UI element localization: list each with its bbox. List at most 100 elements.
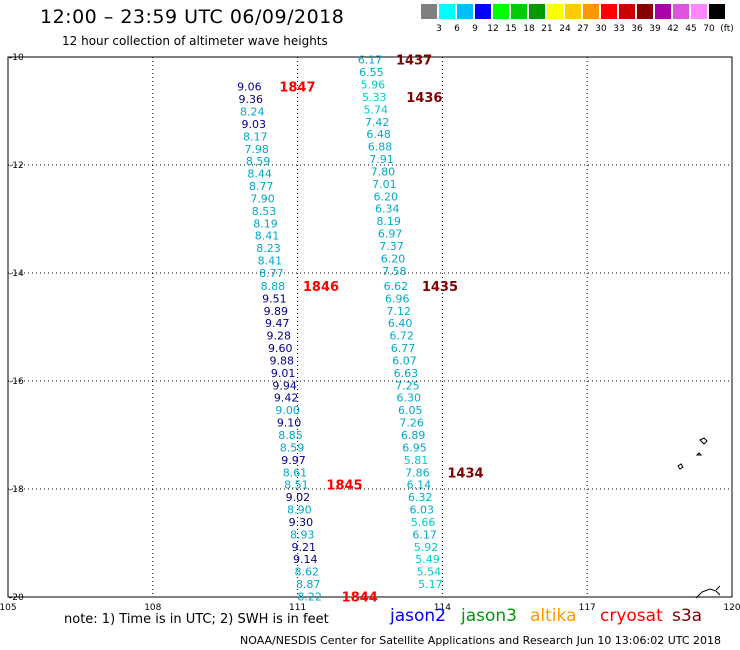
wave-height-value: 9.47: [265, 317, 290, 330]
legend-label: 6: [454, 24, 460, 34]
wave-height-value: 8.88: [261, 280, 286, 293]
wave-height-value: 8.41: [258, 255, 283, 268]
island-outline: [699, 437, 708, 445]
legend-swatch: [439, 4, 455, 19]
wave-height-value: 8.17: [243, 130, 268, 143]
wave-height-value: 6.48: [366, 128, 391, 141]
y-tick-label: -14: [9, 269, 24, 279]
legend-label: 18: [523, 24, 535, 34]
wave-height-value: 8.77: [249, 180, 274, 193]
x-tick-label: 108: [144, 603, 161, 613]
map-grid: [8, 57, 732, 597]
legend-label: 70: [703, 24, 715, 34]
pass-time-label: 1435: [422, 280, 458, 295]
wave-height-value: 9.30: [289, 516, 314, 529]
y-tick-label: -12: [9, 161, 24, 171]
pass-time-label: 1437: [396, 54, 432, 69]
wave-height-value: 9.88: [269, 354, 294, 367]
wave-height-value: 9.00: [275, 404, 300, 417]
wave-height-value: 9.01: [271, 367, 296, 380]
wave-height-value: 6.62: [384, 280, 409, 293]
wave-height-value: 6.17: [412, 528, 437, 541]
coastline: [677, 437, 721, 599]
legend-label: 36: [631, 24, 643, 34]
wave-height-value: 8.23: [256, 242, 281, 255]
x-tick-label: 117: [579, 603, 596, 613]
wave-height-value: 9.03: [241, 118, 266, 131]
y-tick-label: -10: [9, 53, 24, 63]
legend-label: 42: [667, 24, 679, 34]
legend-label: 33: [613, 24, 625, 34]
wave-height-value: 9.10: [277, 417, 302, 430]
wave-height-value: 6.88: [368, 141, 393, 154]
legend-label: 30: [595, 24, 607, 34]
wave-height-value: 9.94: [272, 379, 297, 392]
coastline-segment: [695, 588, 721, 599]
pass-time-label: 1436: [406, 91, 442, 106]
satellite-name-jason3: jason3: [461, 606, 517, 626]
island-outline: [695, 452, 703, 456]
x-tick-label: 105: [0, 603, 17, 613]
wave-height-value: 9.06: [237, 81, 262, 94]
wave-height-value: 6.89: [401, 429, 426, 442]
wave-height-value: 8.19: [376, 215, 401, 228]
wave-height-value: 7.26: [399, 417, 424, 430]
legend-swatch: [565, 4, 581, 19]
wave-height-value: 7.37: [379, 240, 404, 253]
wave-height-value: 8.44: [247, 168, 272, 181]
altimeter-tracks: 9.069.368.249.038.177.988.598.448.777.90…: [237, 54, 484, 606]
wave-height-value: 6.05: [398, 404, 423, 417]
satellite-name-jason2: jason2: [390, 606, 446, 626]
pass-time-label: 1845: [326, 479, 362, 494]
wave-height-value: 8.87: [296, 578, 321, 591]
wave-height-value: 6.07: [392, 354, 417, 367]
legend-swatch: [547, 4, 563, 19]
wave-height-value: 6.20: [374, 190, 399, 203]
y-tick-label: -18: [9, 485, 24, 495]
wave-height-value: 6.55: [359, 66, 384, 79]
wave-height-value: 9.60: [268, 342, 293, 355]
x-tick-label: 114: [434, 603, 451, 613]
wave-height-value: 8.77: [259, 267, 284, 280]
wave-height-value: 8.93: [290, 528, 315, 541]
wave-height-value: 7.90: [250, 192, 275, 205]
pass-time-label: 1846: [303, 280, 339, 295]
legend-swatch: [421, 4, 437, 19]
wave-height-value: 7.42: [365, 116, 390, 129]
wave-height-value: 6.03: [409, 504, 434, 517]
footer-note: note: 1) Time is in UTC; 2) SWH is in fe…: [64, 612, 329, 627]
wave-height-value: 6.17: [358, 54, 383, 67]
legend-swatch: [529, 4, 545, 19]
legend-label: 45: [685, 24, 697, 34]
satellite-name-s3a: s3a: [672, 606, 703, 626]
wave-height-value: 8.85: [278, 429, 303, 442]
wave-height-value: 8.90: [287, 504, 312, 517]
legend-label: 9: [472, 24, 478, 34]
wave-height-value: 7.80: [371, 165, 396, 178]
wave-height-value: 8.22: [297, 590, 322, 603]
legend-swatch: [601, 4, 617, 19]
wave-height-value: 6.77: [391, 342, 416, 355]
legend-swatch: [655, 4, 671, 19]
wave-height-value: 6.34: [375, 203, 400, 216]
wave-height-value: 9.51: [262, 292, 287, 305]
wave-height-value: 8.53: [252, 205, 277, 218]
wave-height-value: 8.59: [280, 441, 305, 454]
wave-height-value: 7.98: [244, 143, 269, 156]
wave-height-value: 8.59: [246, 155, 271, 168]
legend-label: 15: [505, 24, 517, 34]
legend-swatch: [691, 4, 707, 19]
wave-height-value: 5.49: [415, 553, 440, 566]
legend-swatch: [475, 4, 491, 19]
page-subtitle: 12 hour collection of altimeter wave hei…: [62, 34, 328, 48]
page-title: 12:00 – 23:59 UTC 06/09/2018: [40, 6, 345, 28]
wave-height-value: 8.24: [240, 106, 265, 119]
wave-height-value: 7.12: [386, 305, 411, 318]
legend-label: 39: [649, 24, 661, 34]
wave-height-value: 6.95: [402, 441, 427, 454]
legend-label: 24: [559, 24, 571, 34]
wave-height-value: 7.25: [395, 379, 420, 392]
wave-height-value: 6.96: [385, 292, 410, 305]
credit-line: NOAA/NESDIS Center for Satellite Applica…: [240, 634, 722, 647]
wave-height-value: 5.81: [404, 454, 429, 467]
